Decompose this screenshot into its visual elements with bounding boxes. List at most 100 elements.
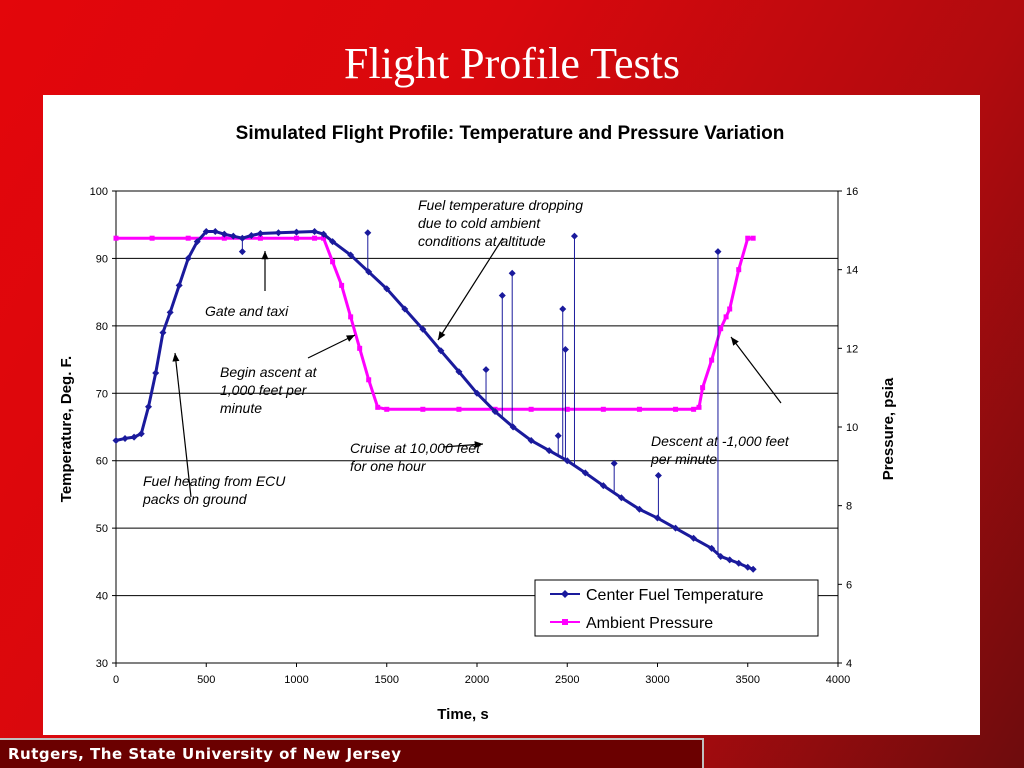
point-ambient-pressure <box>636 406 642 412</box>
point-ambient-pressure <box>750 235 756 241</box>
y-tick-label: 50 <box>96 523 108 535</box>
x-tick-label: 4000 <box>826 674 850 686</box>
x-tick-label: 1000 <box>284 674 308 686</box>
point-ambient-pressure <box>375 404 381 410</box>
point-center-fuel-temperature <box>735 559 743 567</box>
annotation-arrowhead <box>438 331 446 340</box>
point-ambient-pressure <box>321 235 327 241</box>
point-center-fuel-temperature <box>672 524 680 532</box>
point-center-fuel-temperature <box>599 482 607 490</box>
point-ambient-pressure <box>564 406 570 412</box>
point-center-fuel-temperature <box>137 430 145 438</box>
spike-point-center-fuel-temperature <box>364 229 372 237</box>
x-tick-label: 2500 <box>555 674 579 686</box>
y2-tick-label: 6 <box>846 579 852 591</box>
point-ambient-pressure <box>691 406 697 412</box>
spike-point-center-fuel-temperature <box>610 459 618 467</box>
annotation-arrowhead <box>474 441 483 449</box>
spike-point-center-fuel-temperature <box>570 232 578 240</box>
footer-bar: Rutgers, The State University of New Jer… <box>0 738 704 768</box>
point-ambient-pressure <box>348 314 354 320</box>
annotation-arrow <box>307 334 356 359</box>
point-center-fuel-temperature <box>491 407 499 415</box>
point-center-fuel-temperature <box>545 447 553 455</box>
point-ambient-pressure <box>528 406 534 412</box>
chart-legend: Center Fuel Temperature Ambient Pressure <box>534 579 819 637</box>
point-ambient-pressure <box>456 406 462 412</box>
y2-tick-label: 4 <box>846 658 852 670</box>
point-center-fuel-temperature <box>749 565 757 573</box>
point-center-fuel-temperature <box>437 347 445 355</box>
point-center-fuel-temperature <box>473 389 481 397</box>
spike-point-center-fuel-temperature <box>238 248 246 256</box>
spike-point-center-fuel-temperature <box>561 345 569 353</box>
point-center-fuel-temperature <box>690 534 698 542</box>
point-center-fuel-temperature <box>708 544 716 552</box>
x-tick-label: 3000 <box>645 674 669 686</box>
y-tick-label: 90 <box>96 253 108 265</box>
annotation-text: Fuel temperature dropping <box>418 197 583 213</box>
spike-point-center-fuel-temperature <box>498 292 506 300</box>
annotation-arrowhead <box>346 335 355 342</box>
axes-layer: 30 40 50 60 70 80 90 100 4 6 8 10 12 14 16 0 500 1000 1500… <box>90 186 859 686</box>
point-center-fuel-temperature <box>744 563 752 571</box>
point-center-fuel-temperature <box>455 368 463 376</box>
y2-axis-label: Pressure, psia <box>880 377 897 480</box>
slide-title: Flight Profile Tests <box>344 39 680 88</box>
y-tick-label: 40 <box>96 591 108 603</box>
point-ambient-pressure <box>420 406 426 412</box>
point-ambient-pressure <box>113 235 119 241</box>
point-ambient-pressure <box>673 406 679 412</box>
spike-point-center-fuel-temperature <box>482 366 490 374</box>
point-ambient-pressure <box>221 235 227 241</box>
point-center-fuel-temperature <box>401 305 409 313</box>
annotation-arrowhead <box>261 251 269 260</box>
series-layer <box>112 227 757 573</box>
y-tick-label: 100 <box>90 186 108 198</box>
point-ambient-pressure <box>723 314 729 320</box>
point-center-fuel-temperature <box>527 436 535 444</box>
legend-marker-pressure <box>562 619 568 625</box>
point-center-fuel-temperature <box>509 423 517 431</box>
point-center-fuel-temperature <box>717 552 725 560</box>
annotation-arrow <box>174 352 192 498</box>
point-ambient-pressure <box>149 235 155 241</box>
point-ambient-pressure <box>366 377 372 383</box>
point-center-fuel-temperature <box>274 229 282 237</box>
point-ambient-pressure <box>700 385 706 391</box>
footer-text: Rutgers, The State University of New Jer… <box>8 745 402 763</box>
point-ambient-pressure <box>709 357 715 363</box>
spike-point-center-fuel-temperature <box>508 269 516 277</box>
point-ambient-pressure <box>312 235 318 241</box>
point-center-fuel-temperature <box>229 232 237 240</box>
x-tick-label: 2000 <box>465 674 489 686</box>
point-center-fuel-temperature <box>193 238 201 246</box>
point-center-fuel-temperature <box>726 556 734 564</box>
point-ambient-pressure <box>330 259 336 265</box>
legend-label-pressure: Ambient Pressure <box>586 615 713 632</box>
point-center-fuel-temperature <box>202 227 210 235</box>
y2-tick-label: 8 <box>846 501 852 513</box>
annotation-arrowhead <box>172 353 180 362</box>
annotation-text: due to cold ambient <box>418 215 541 231</box>
point-center-fuel-temperature <box>581 469 589 477</box>
x-tick-label: 500 <box>197 674 215 686</box>
point-ambient-pressure <box>745 235 751 241</box>
point-ambient-pressure <box>736 267 742 273</box>
point-center-fuel-temperature <box>617 494 625 502</box>
spike-point-center-fuel-temperature <box>714 248 722 256</box>
point-ambient-pressure <box>696 404 702 410</box>
point-center-fuel-temperature <box>256 229 264 237</box>
point-center-fuel-temperature <box>383 285 391 293</box>
annotation-text: conditions at altitude <box>418 233 546 249</box>
annotation-text: 1,000 feet per <box>220 382 308 398</box>
spike-point-center-fuel-temperature <box>554 432 562 440</box>
point-center-fuel-temperature <box>419 325 427 333</box>
y-tick-label: 70 <box>96 388 108 400</box>
point-center-fuel-temperature <box>293 228 300 236</box>
annotation-text: Begin ascent at <box>220 364 318 380</box>
point-center-fuel-temperature <box>329 238 337 246</box>
x-tick-label: 0 <box>113 674 119 686</box>
y2-tick-label: 16 <box>846 186 858 198</box>
y-tick-label: 60 <box>96 456 108 468</box>
